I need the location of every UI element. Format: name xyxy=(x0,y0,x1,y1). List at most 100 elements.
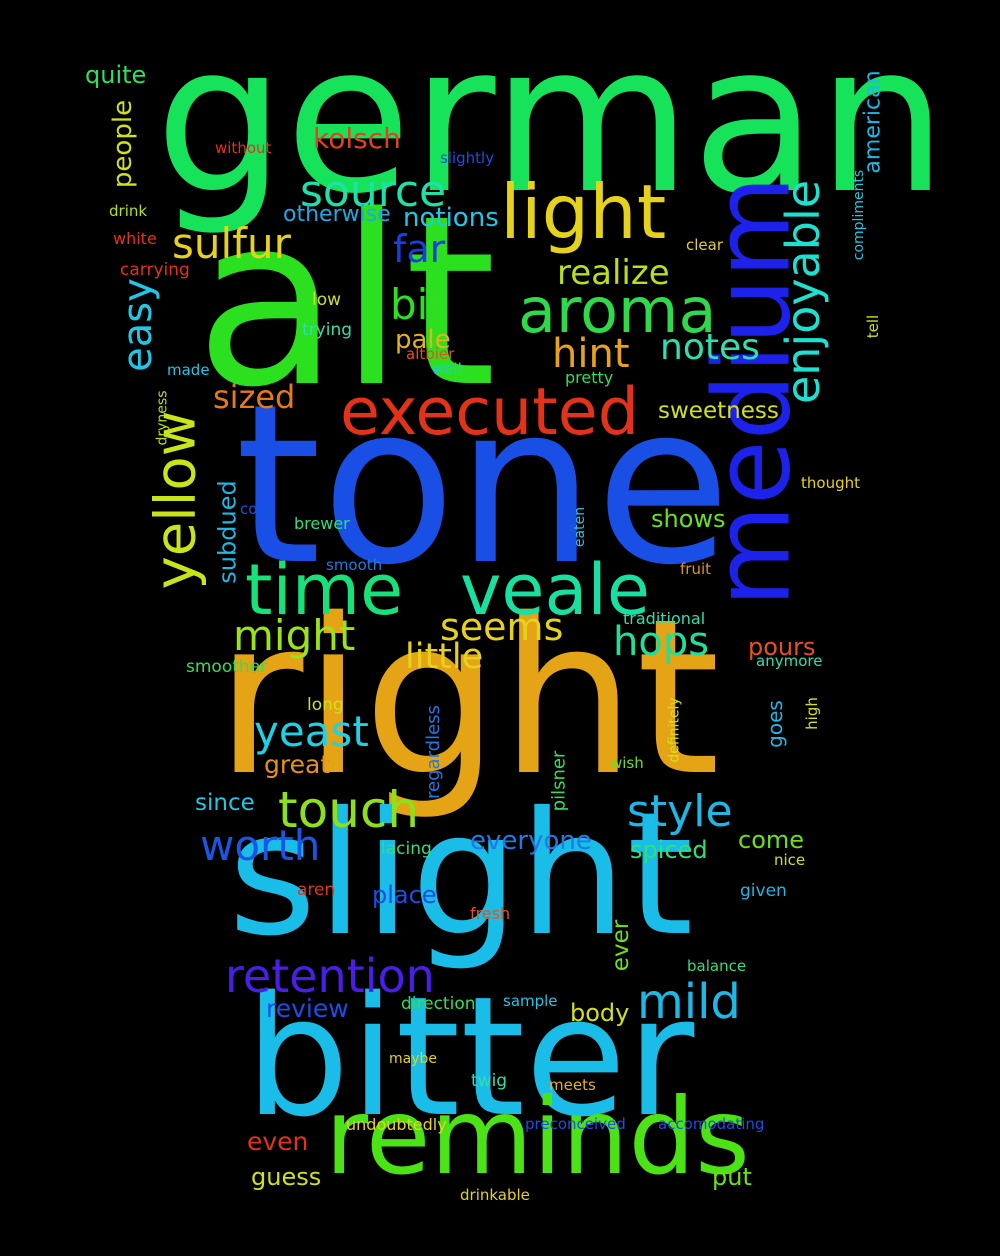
word-people: people xyxy=(108,99,139,189)
word-maybe: maybe xyxy=(389,1051,438,1067)
word-might: might xyxy=(233,611,356,660)
word-aroma: aroma xyxy=(518,274,717,347)
word-notions: notions xyxy=(403,203,499,233)
word-review: review xyxy=(266,994,349,1023)
word-german: german xyxy=(155,1,948,239)
word-put: put xyxy=(712,1163,752,1191)
word-direction: direction xyxy=(401,994,476,1014)
word-body: body xyxy=(570,999,630,1027)
word-time: time xyxy=(245,549,404,631)
word-fresh: fresh xyxy=(470,904,511,923)
word-slight: slight xyxy=(228,776,694,974)
word-mild: mild xyxy=(637,974,741,1030)
word-fruit: fruit xyxy=(680,560,712,578)
word-touch: touch xyxy=(278,781,420,839)
word-undoubtedly: undoubtedly xyxy=(346,1115,447,1134)
word-low: low xyxy=(312,290,342,310)
word-trying: trying xyxy=(302,320,353,340)
word-compliments: compliments xyxy=(851,169,868,261)
word-definitely: definitely xyxy=(666,696,683,763)
word-yeast: yeast xyxy=(254,707,369,756)
word-well: well xyxy=(432,360,462,378)
word-far: far xyxy=(393,227,446,271)
word-carrying: carrying xyxy=(120,260,190,280)
word-even: even xyxy=(247,1127,309,1156)
word-accomodating: accomodating xyxy=(658,1115,765,1133)
word-otherwise: otherwise xyxy=(283,202,391,227)
word-sized: sized xyxy=(213,378,296,416)
word-regardless: regardless xyxy=(422,705,444,799)
word-seems: seems xyxy=(440,605,564,649)
word-preconceived: preconceived xyxy=(525,1115,626,1133)
word-goes: goes xyxy=(762,700,787,748)
word-sulfur: sulfur xyxy=(172,219,291,268)
word-since: since xyxy=(195,790,255,816)
word-reminds: reminds xyxy=(325,1076,750,1198)
word-given: given xyxy=(740,881,787,901)
word-tell: tell xyxy=(864,314,883,339)
word-enjoyable: enjoyable xyxy=(776,179,831,405)
word-kolsch: kolsch xyxy=(313,122,401,155)
word-subdued: subdued xyxy=(213,479,242,584)
word-lacing: lacing xyxy=(381,839,432,859)
word-pours: pours xyxy=(748,633,816,661)
word-easy: easy xyxy=(114,278,161,372)
word-pale: pale xyxy=(395,325,451,355)
word-high: high xyxy=(802,697,821,730)
word-veale: veale xyxy=(460,549,650,631)
word-bitter: bitter xyxy=(245,961,695,1153)
word-smoother: smoother xyxy=(186,657,268,677)
word-drinkable: drinkable xyxy=(460,1186,530,1204)
word-come: come xyxy=(738,826,805,854)
word-aren: aren xyxy=(297,880,336,900)
word-spiced: spiced xyxy=(630,836,708,864)
word-balance: balance xyxy=(687,957,747,975)
word-pretty: pretty xyxy=(565,368,614,387)
word-wish: wish xyxy=(610,754,644,772)
word-shows: shows xyxy=(651,505,726,533)
word-eaten: eaten xyxy=(572,506,589,548)
word-right: right xyxy=(215,572,721,823)
word-nice: nice xyxy=(774,851,806,869)
word-little: little xyxy=(405,637,484,677)
word-co: co xyxy=(240,500,258,518)
word-thought: thought xyxy=(801,474,860,492)
word-great: great xyxy=(264,750,331,779)
word-quite: quite xyxy=(85,61,147,89)
word-anymore: anymore xyxy=(756,652,823,670)
word-sample: sample xyxy=(503,992,558,1010)
word-retention: retention xyxy=(225,949,435,1003)
word-clear: clear xyxy=(686,236,724,254)
word-dryness: dryness xyxy=(154,389,171,446)
word-without: without xyxy=(215,139,272,157)
word-place: place xyxy=(372,881,437,909)
word-traditional: traditional xyxy=(623,609,706,628)
word-meets: meets xyxy=(549,1076,596,1094)
word-made: made xyxy=(167,361,210,379)
word-source: source xyxy=(300,166,447,217)
word-slightly: slightly xyxy=(440,149,495,167)
word-everyone: everyone xyxy=(470,826,592,856)
word-style: style xyxy=(627,786,733,837)
word-smooth: smooth xyxy=(326,556,383,574)
word-ever: ever xyxy=(608,919,635,972)
word-long: long xyxy=(307,695,344,715)
word-pilsner: pilsner xyxy=(547,750,569,811)
word-hops: hops xyxy=(613,619,710,665)
word-realize: realize xyxy=(557,253,670,293)
word-guess: guess xyxy=(251,1163,322,1191)
word-brewer: brewer xyxy=(294,514,350,533)
word-sweetness: sweetness xyxy=(658,398,779,424)
word-twig: twig xyxy=(471,1071,508,1091)
word-drink: drink xyxy=(109,202,148,220)
word-executed: executed xyxy=(340,375,639,450)
word-hint: hint xyxy=(552,331,630,377)
word-notes: notes xyxy=(660,327,760,368)
word-bit: bit xyxy=(390,280,445,329)
word-white: white xyxy=(113,229,157,248)
word-tone: tone xyxy=(235,357,731,613)
word-american: american xyxy=(860,69,886,174)
word-altbier: altbier xyxy=(406,345,455,363)
word-light: light xyxy=(500,168,667,256)
